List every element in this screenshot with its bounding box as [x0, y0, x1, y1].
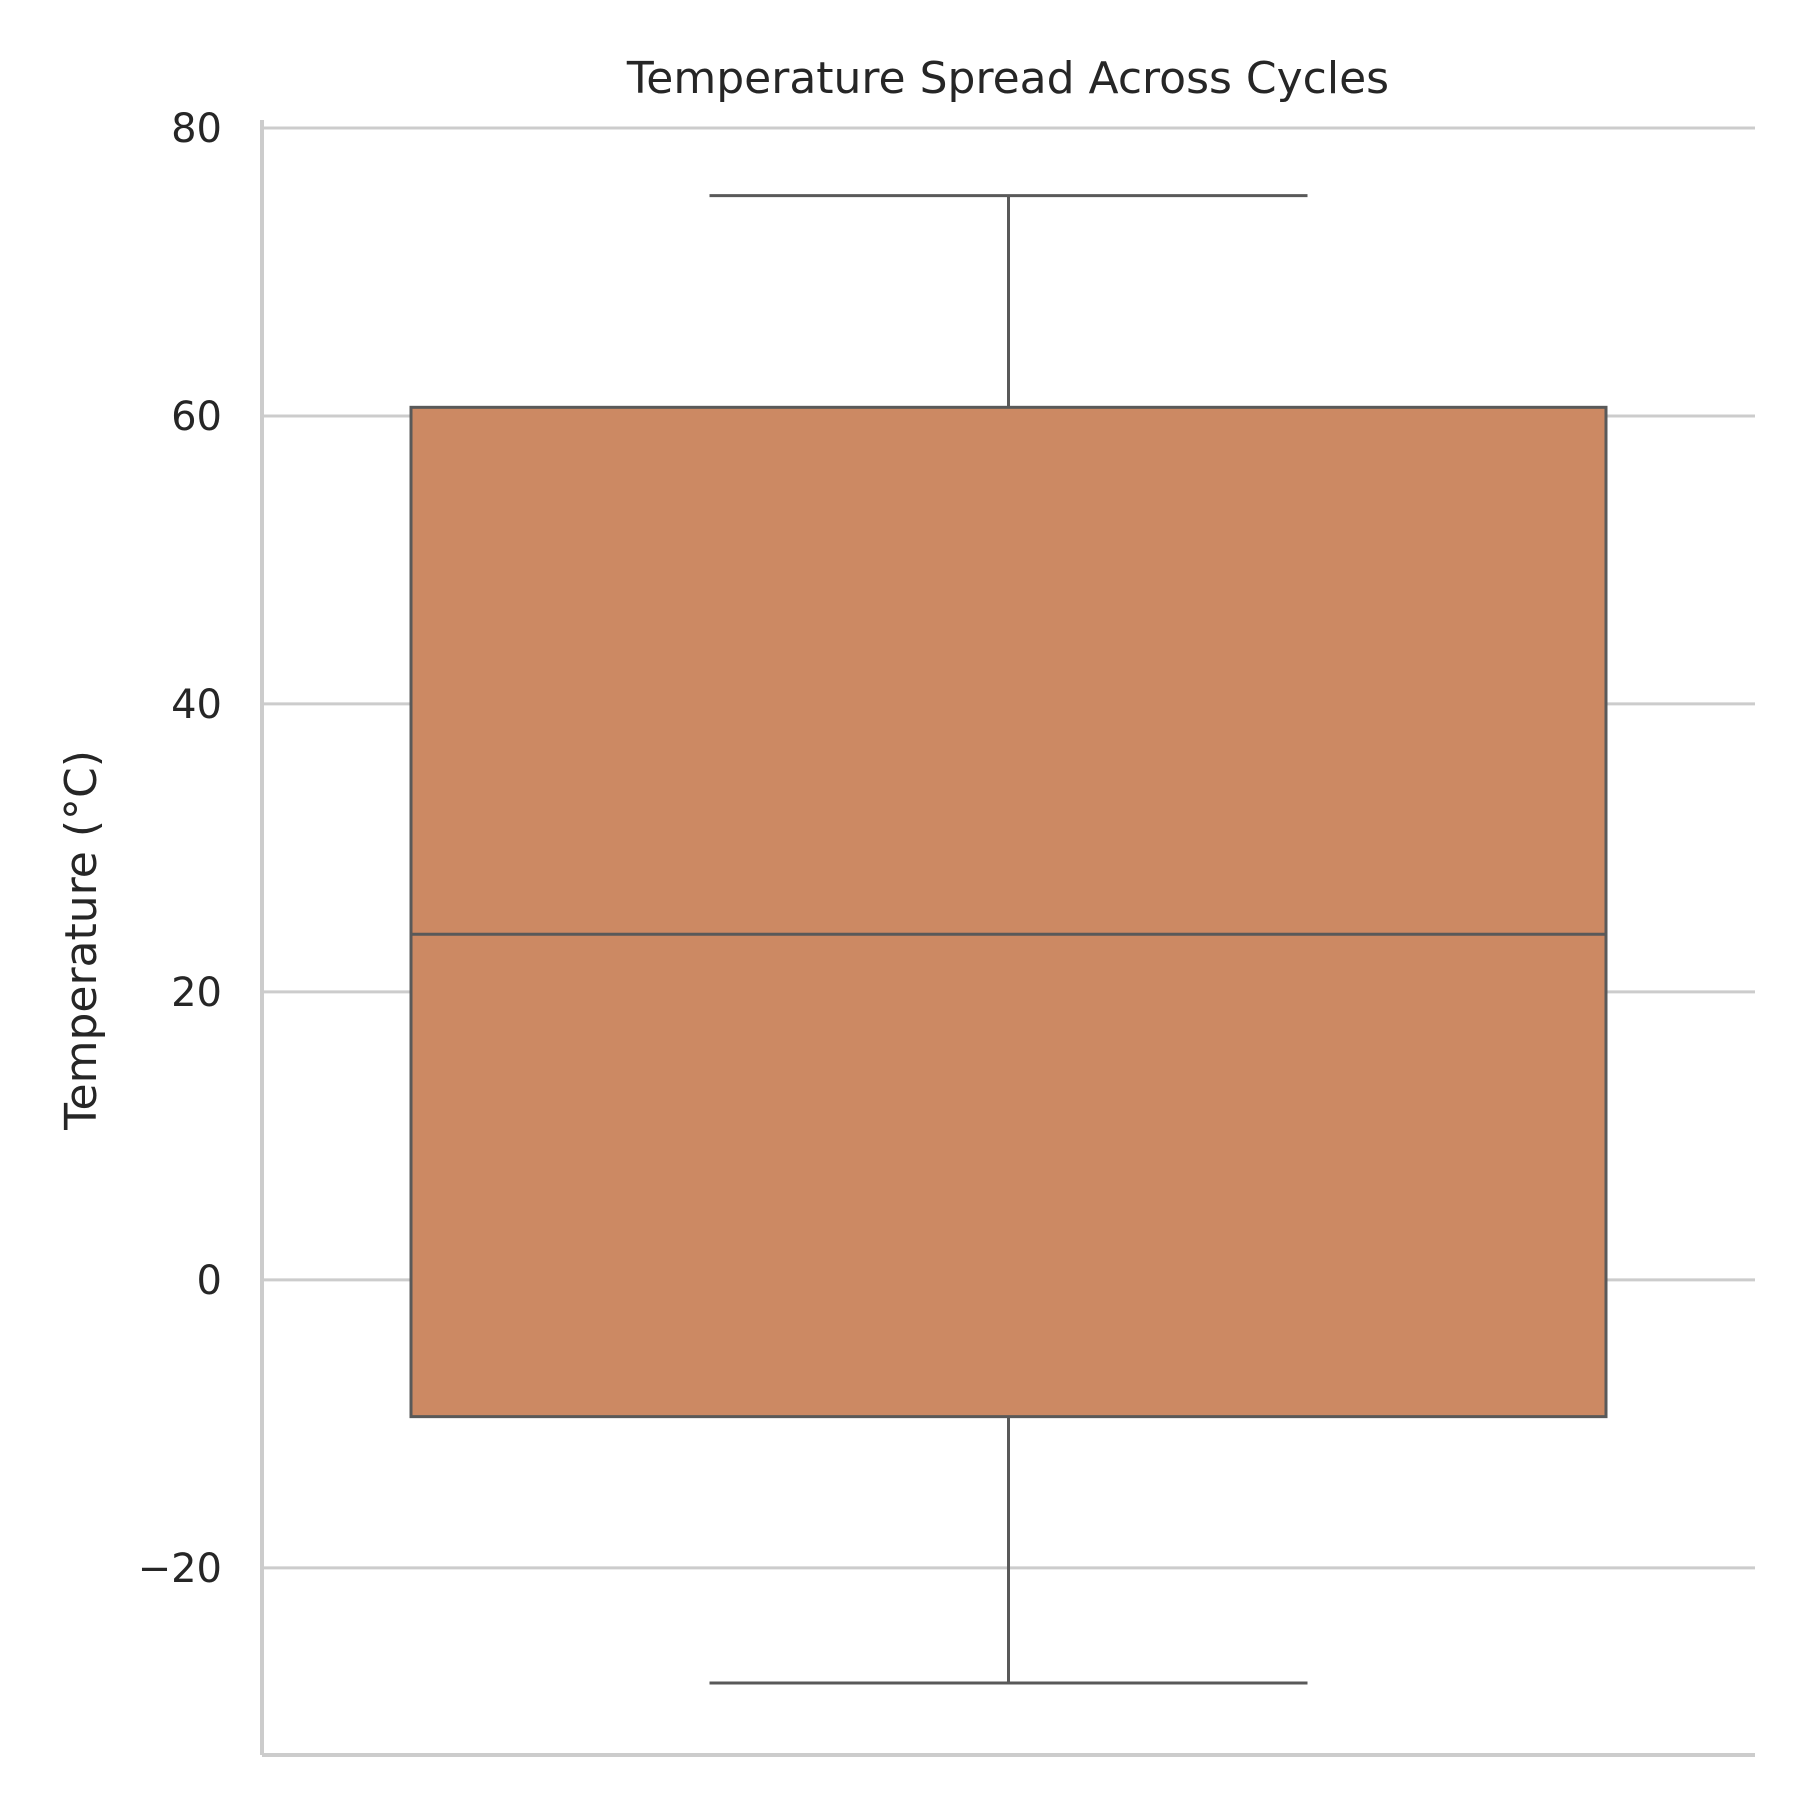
- axis-spines: [260, 120, 1755, 1757]
- y-tick-labels: −20 0 20 40 60 80: [138, 106, 222, 1592]
- y-tick-label: 80: [171, 106, 222, 152]
- y-tick-label: 40: [171, 682, 222, 728]
- y-axis-label: Temperature (°C): [56, 750, 107, 1131]
- box-plot-series: [409, 194, 1608, 1685]
- y-tick-label: 60: [171, 394, 222, 440]
- y-tick-label: −20: [138, 1546, 222, 1592]
- y-tick-label: 20: [171, 970, 222, 1016]
- chart-title: Temperature Spread Across Cycles: [626, 53, 1389, 104]
- y-tick-label: 0: [197, 1258, 222, 1304]
- interquartile-box: [409, 405, 1608, 1419]
